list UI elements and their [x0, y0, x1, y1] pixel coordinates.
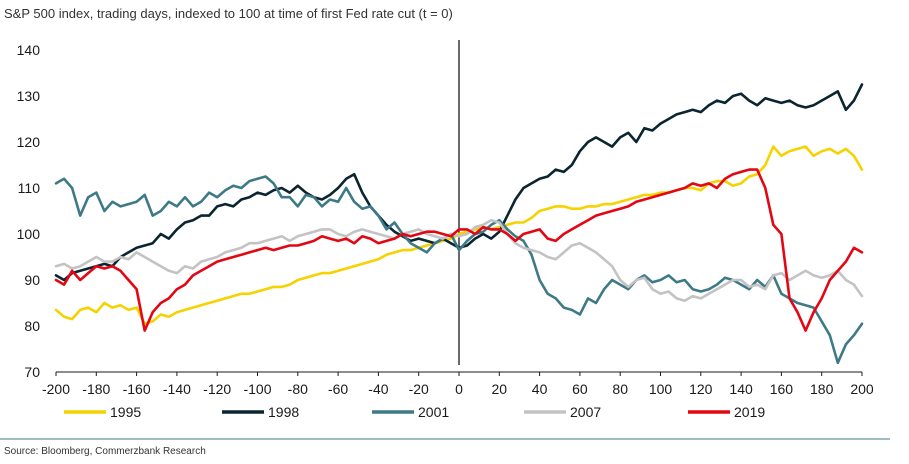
- x-tick-label: -200: [42, 381, 70, 397]
- legend-label-2007: 2007: [570, 404, 601, 420]
- series-line-2019: [54, 168, 864, 332]
- x-tick-label: -180: [82, 381, 110, 397]
- legend-label-2001: 2001: [418, 404, 449, 420]
- source-note: Source: Bloomberg, Commerzbank Research: [4, 446, 206, 457]
- y-tick-label: 120: [17, 134, 41, 150]
- x-tick-label: 100: [649, 381, 673, 397]
- y-tick-label: 130: [17, 88, 41, 104]
- x-axis-tick-labels: -200 -180 -160 -140 -120 -100 -80 -60 -40 -20 0 20 4…: [42, 381, 874, 397]
- x-tick-label: 40: [532, 381, 548, 397]
- y-tick-label: 80: [24, 318, 40, 334]
- x-tick-label: -60: [328, 381, 348, 397]
- x-tick-label: 0: [455, 381, 463, 397]
- x-tick-label: -160: [123, 381, 151, 397]
- x-tick-label: -40: [368, 381, 388, 397]
- chart-title: S&P 500 index, trading days, indexed to …: [4, 6, 453, 21]
- x-tick-label: 140: [729, 381, 753, 397]
- x-tick-label: 20: [492, 381, 508, 397]
- y-tick-label: 110: [18, 180, 41, 196]
- x-axis-tickmarks: [55, 372, 863, 376]
- y-tick-label: 100: [17, 226, 41, 242]
- x-tick-label: 80: [612, 381, 628, 397]
- x-tick-label: 120: [689, 381, 713, 397]
- y-tick-label: 70: [24, 364, 40, 380]
- x-tick-label: 60: [572, 381, 588, 397]
- x-tick-label: -140: [163, 381, 191, 397]
- x-tick-label: -80: [288, 381, 308, 397]
- y-axis-tick-labels: 70 80 90 100 110 120 130 140: [17, 42, 41, 380]
- x-tick-label: 200: [850, 381, 874, 397]
- x-tick-label: 160: [770, 381, 794, 397]
- legend-label-1995: 1995: [110, 404, 141, 420]
- legend: 1995 1998 2001 2007 2019: [64, 404, 765, 420]
- y-tick-label: 90: [24, 272, 40, 288]
- x-tick-label: -100: [243, 381, 271, 397]
- x-tick-label: 180: [810, 381, 834, 397]
- x-tick-label: -120: [203, 381, 231, 397]
- series-lines: [54, 83, 864, 365]
- series-line-2007: [54, 218, 864, 303]
- series-line-1995: [54, 145, 864, 326]
- series-line-2001: [54, 175, 864, 365]
- legend-label-1998: 1998: [268, 404, 299, 420]
- x-tick-label: -20: [409, 381, 429, 397]
- legend-label-2019: 2019: [734, 404, 765, 420]
- y-tick-label: 140: [17, 42, 41, 58]
